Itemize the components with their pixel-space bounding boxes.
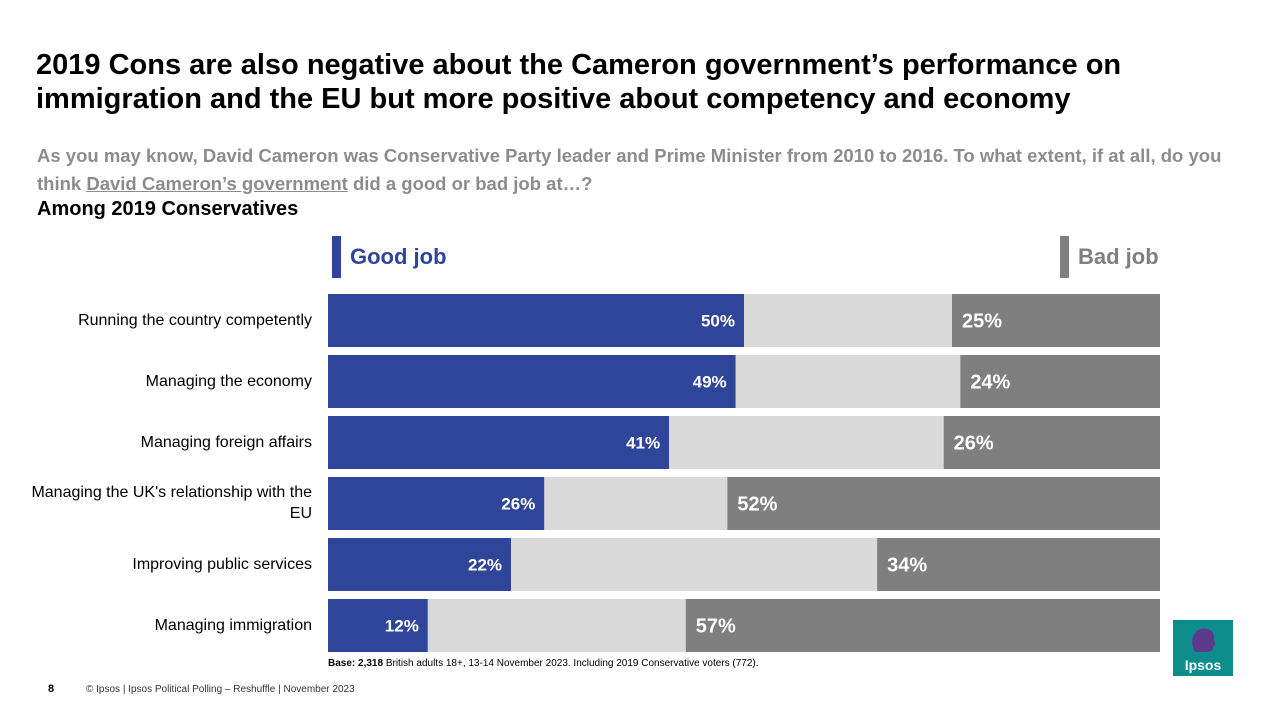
bar-segment-neutral: [427, 599, 686, 652]
legend-bad-swatch: [1060, 236, 1069, 278]
good-value-label: 26%: [501, 495, 535, 514]
bar-segment-good: [328, 355, 736, 408]
page-number: 8: [48, 683, 55, 695]
bad-value-label: 25%: [962, 311, 1002, 333]
good-value-label: 12%: [385, 617, 419, 636]
bad-value-label: 34%: [887, 555, 927, 577]
category-label: Running the country competently: [78, 311, 312, 329]
legend-bad-job: Bad job: [1060, 236, 1159, 278]
survey-question: As you may know, David Cameron was Conse…: [37, 142, 1237, 198]
bar-segment-bad: [943, 416, 1160, 469]
good-value-label: 49%: [693, 373, 727, 392]
legend-bad-label: Bad job: [1078, 244, 1159, 269]
footer-text: © Ipsos | Ipsos Political Polling – Resh…: [86, 684, 355, 695]
base-note-bold: Base: 2,318: [328, 658, 384, 669]
category-label: Managing immigration: [154, 616, 312, 634]
bar-segment-bad: [960, 355, 1160, 408]
bad-value-label: 57%: [696, 616, 736, 638]
bar-segment-neutral: [735, 355, 961, 408]
base-note: Base: 2,318 British adults 18+, 13-14 No…: [328, 658, 759, 669]
legend-good-swatch: [332, 236, 341, 278]
slide-title: 2019 Cons are also negative about the Ca…: [36, 49, 1122, 115]
good-value-label: 50%: [701, 312, 735, 331]
bar-segment-bad: [877, 538, 1160, 591]
bar-segment-good: [328, 599, 428, 652]
bar-segment-neutral: [511, 538, 878, 591]
bad-value-label: 52%: [737, 494, 777, 516]
ipsos-logo: Ipsos: [1173, 620, 1233, 676]
question-text-pre: As you may know, David Cameron was Conse…: [37, 145, 1222, 194]
bar-segment-bad: [685, 599, 1160, 652]
bar-segment-bad: [952, 294, 1160, 347]
category-label: Managing the UK's relationship with the …: [31, 484, 312, 522]
bar-segment-neutral: [544, 477, 728, 530]
category-label: Managing the economy: [145, 372, 312, 390]
bar-segment-good: [328, 294, 744, 347]
base-note-text: British adults 18+, 13-14 November 2023.…: [383, 658, 759, 669]
category-label: Improving public services: [132, 555, 312, 573]
category-label: Managing foreign affairs: [140, 433, 312, 451]
bad-value-label: 24%: [970, 372, 1010, 394]
question-text-underlined: David Cameron’s government: [86, 173, 348, 194]
bar-segment-neutral: [669, 416, 944, 469]
question-text-post: did a good or bad job at…?: [347, 173, 593, 194]
bar-segment-neutral: [744, 294, 952, 347]
bar-segment-good: [328, 477, 545, 530]
legend-good-job: Good job: [332, 236, 447, 278]
bad-value-label: 26%: [954, 433, 994, 455]
good-value-label: 41%: [626, 434, 660, 453]
bar-segment-bad: [727, 477, 1160, 530]
legend-good-label: Good job: [350, 244, 447, 269]
logo-head-icon: [1192, 628, 1216, 652]
good-value-label: 22%: [468, 556, 502, 575]
subgroup-label: Among 2019 Conservatives: [37, 198, 299, 220]
bar-segment-good: [328, 416, 670, 469]
logo-text: Ipsos: [1184, 657, 1222, 673]
bar-segment-good: [328, 538, 512, 591]
